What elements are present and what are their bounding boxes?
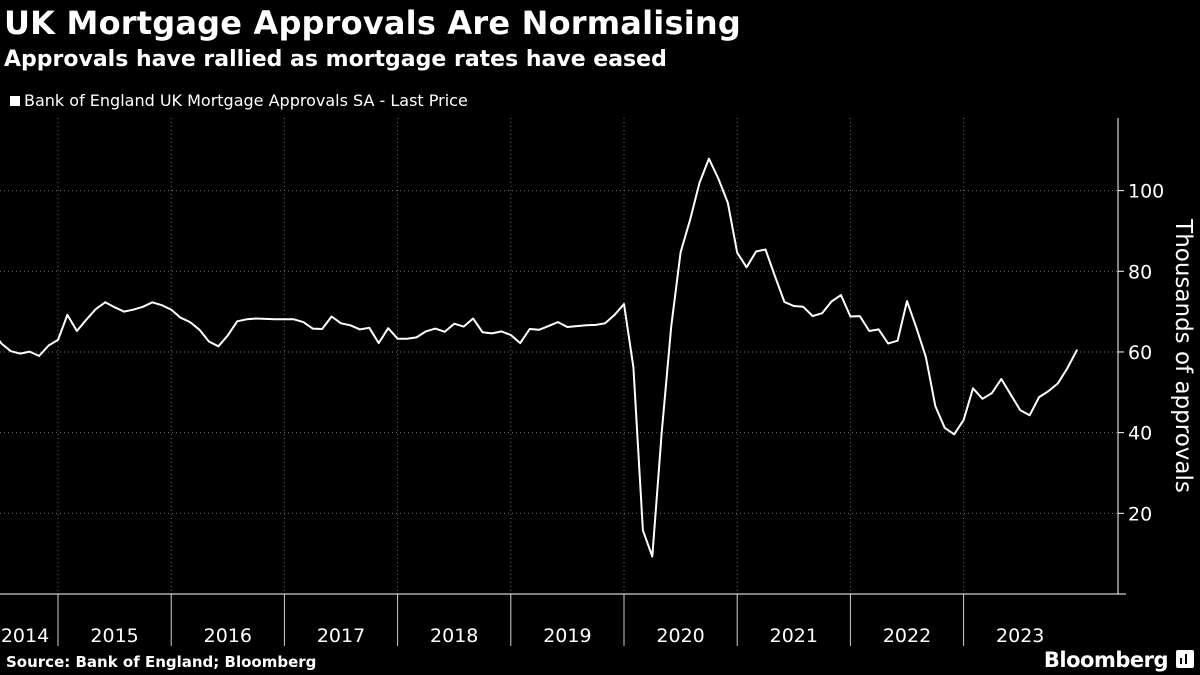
chart-title: UK Mortgage Approvals Are Normalising [4,4,741,42]
bloomberg-chart-icon [1176,650,1194,668]
chart-subtitle: Approvals have rallied as mortgage rates… [4,47,667,72]
y-tick-label: 80 [1128,261,1152,283]
legend: Bank of England UK Mortgage Approvals SA… [10,91,468,110]
series-line [0,157,1078,558]
x-tick-label: 2014 [1,625,49,647]
source-note: Source: Bank of England; Bloomberg [6,653,317,671]
x-tick-label: 2019 [543,625,591,647]
legend-label: Bank of England UK Mortgage Approvals SA… [24,91,468,110]
x-tick-label: 2015 [90,625,138,647]
y-tick-label: 100 [1128,181,1164,203]
legend-swatch-icon [10,95,20,106]
y-axis-title: Thousands of approvals [1170,218,1196,493]
y-tick-label: 60 [1128,342,1152,364]
y-tick-label: 40 [1128,423,1152,445]
bloomberg-logo: Bloomberg [1043,648,1169,672]
x-tick-label: 2022 [883,625,931,647]
x-tick-label: 2021 [770,625,818,647]
x-tick-label: 2017 [317,625,365,647]
x-tick-label: 2016 [204,625,252,647]
x-tick-label: 2023 [996,625,1044,647]
x-tick-label: 2020 [656,625,704,647]
y-tick-label: 20 [1128,503,1152,525]
x-tick-label: 2018 [430,625,478,647]
